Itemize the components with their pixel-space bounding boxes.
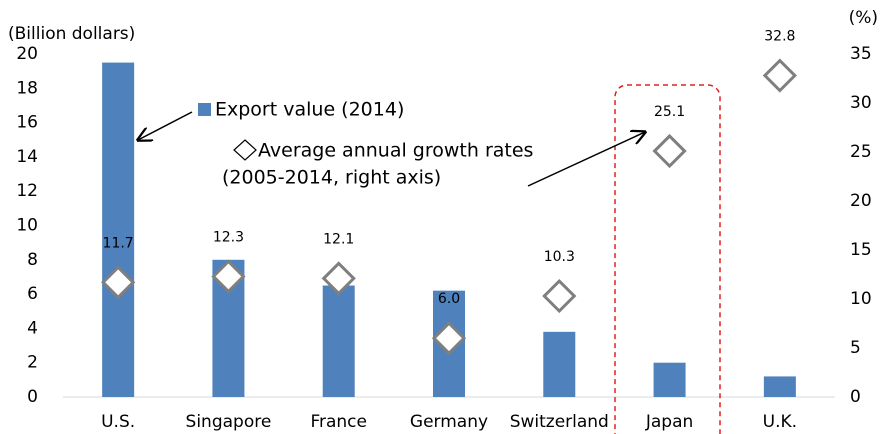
data-label: 32.8 [764, 29, 795, 45]
diamond-marker [431, 321, 467, 356]
data-label: 25.1 [654, 104, 685, 120]
legend-label: Average annual growth rates [258, 140, 533, 162]
arrow [138, 111, 193, 140]
diamond-marker [542, 278, 577, 314]
y2-tick-label: 10 [850, 289, 872, 309]
y-tick-label: 12 [16, 181, 38, 201]
diamond-marker [321, 261, 356, 296]
y-tick-label: 14 [16, 147, 38, 167]
y2-tick-label: 5 [850, 338, 861, 358]
diamond-marker [101, 265, 136, 300]
bar [322, 285, 355, 397]
y-axis-label: (Billion dollars) [8, 24, 135, 44]
x-tick-label: U.S. [101, 412, 135, 432]
bar [653, 362, 686, 397]
y-tick-label: 4 [27, 318, 38, 338]
y-tick-label: 6 [27, 284, 38, 304]
data-label: 12.1 [323, 231, 354, 247]
data-label: 11.7 [103, 235, 134, 251]
diamond-marker [211, 259, 246, 294]
y-tick-label: 18 [16, 78, 38, 98]
legend-swatch [198, 103, 211, 116]
y-tick-label: 2 [27, 353, 38, 373]
x-tick-label: Switzerland [510, 412, 609, 432]
data-label: 12.3 [213, 229, 244, 245]
bar [763, 376, 796, 397]
legend-symbol [233, 139, 257, 161]
diamond-marker [652, 133, 687, 169]
bar [102, 62, 135, 397]
y-tick-label: 0 [27, 387, 38, 407]
y-tick-label: 8 [27, 250, 38, 270]
data-label: 6.0 [438, 291, 460, 307]
bar [543, 331, 576, 397]
diamond-marker [762, 58, 797, 93]
arrow [527, 132, 645, 187]
x-tick-label: Singapore [186, 412, 272, 432]
y2-tick-label: 25 [850, 142, 872, 162]
y-tick-label: 16 [16, 113, 38, 133]
x-tick-label: Japan [645, 412, 693, 432]
y2-tick-label: 20 [850, 191, 872, 211]
y2-tick-label: 15 [850, 240, 872, 260]
x-tick-label: Germany [410, 412, 488, 432]
data-label: 10.3 [544, 249, 575, 265]
x-tick-label: U.K. [763, 412, 797, 432]
x-tick-label: France [310, 412, 367, 432]
legend-label: Export value (2014) [215, 99, 404, 121]
highlight-box [614, 84, 721, 434]
y2-axis-label: (%) [849, 8, 878, 28]
y-tick-label: 20 [16, 44, 38, 64]
y2-tick-label: 0 [850, 387, 861, 407]
y2-tick-label: 30 [850, 93, 872, 113]
y-tick-label: 10 [16, 216, 38, 236]
annotation: (2005-2014, right axis) [222, 167, 441, 189]
y2-tick-label: 35 [850, 44, 872, 64]
